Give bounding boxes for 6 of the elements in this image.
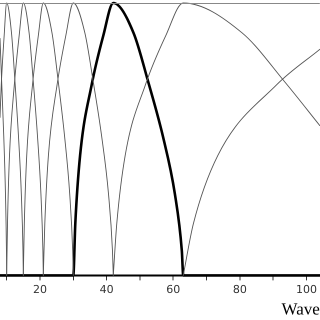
x-axis-title: Wave: [282, 299, 320, 318]
x-tick-label: 40: [100, 282, 114, 296]
x-tick-label: 80: [232, 282, 247, 296]
x-tick-label: 60: [166, 282, 180, 296]
x-tick-label: 100: [296, 282, 317, 296]
x-tick-label: 20: [32, 282, 47, 296]
